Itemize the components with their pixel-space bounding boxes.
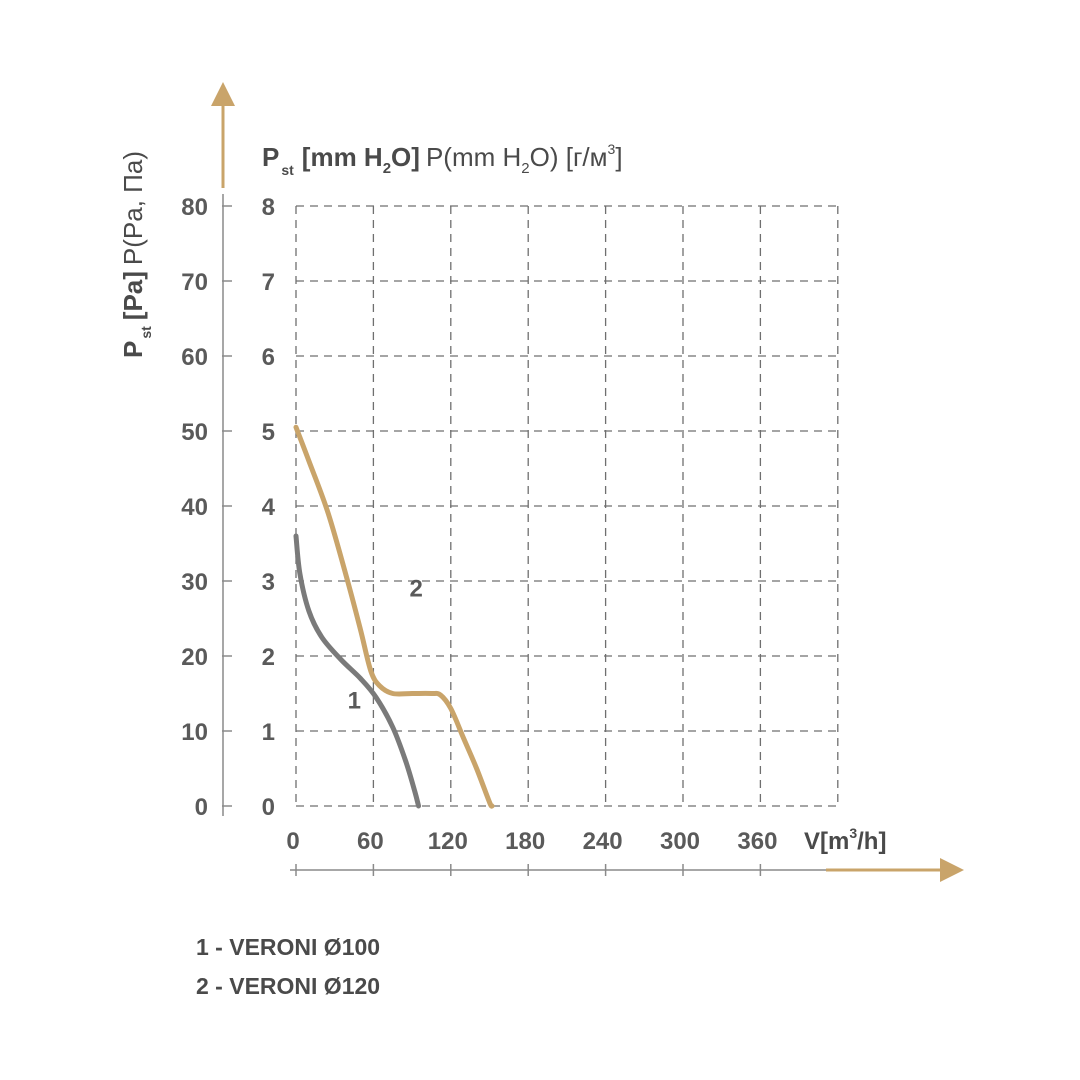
- y-pa-tick-label: 50: [181, 419, 208, 446]
- x-axis-title: V[m3/h]: [804, 825, 886, 855]
- legend: 1 - VERONI Ø100 2 - VERONI Ø120: [196, 928, 380, 1006]
- y-mm-tick-label: 7: [262, 269, 275, 296]
- y-pa-tick-label: 80: [181, 194, 208, 221]
- y-pa-tick-label: 30: [181, 569, 208, 596]
- x-tick-label: 240: [583, 828, 623, 855]
- series: 12: [293, 424, 495, 809]
- y-mm-tick-label: 6: [262, 344, 275, 371]
- y-pa-axis-title: Pst[Pa]P(Pa, Па): [118, 151, 154, 358]
- x-tick-label: 300: [660, 828, 700, 855]
- y-pa-tick-label: 0: [195, 794, 208, 821]
- y-mm-tick-label: 0: [262, 794, 275, 821]
- y-mm-tick-label: 1: [262, 719, 275, 746]
- series-label-1: 1: [348, 688, 361, 715]
- y-pa-tick-label: 10: [181, 719, 208, 746]
- y-mm-tick-label: 3: [262, 569, 275, 596]
- y-pa-tick-label: 70: [181, 269, 208, 296]
- y-pa-tick-label: 40: [181, 494, 208, 521]
- x-tick-label: 120: [428, 828, 468, 855]
- axes: [222, 194, 826, 876]
- x-tick-label: 180: [505, 828, 545, 855]
- y-pa-tick-label: 60: [181, 344, 208, 371]
- legend-item-1: 1 - VERONI Ø100: [196, 934, 381, 960]
- series-label-2: 2: [410, 576, 423, 603]
- legend-item-2: 2 - VERONI Ø120: [196, 973, 381, 999]
- y-pa-tick-label: 20: [181, 644, 208, 671]
- x-tick-label: 360: [737, 828, 777, 855]
- x-axis-arrow: [826, 858, 964, 882]
- grid: [295, 205, 839, 807]
- y-mm-tick-label: 5: [262, 419, 275, 446]
- y-mm-tick-label: 2: [262, 644, 275, 671]
- series-line-1: [293, 533, 422, 809]
- series-line-2: [293, 424, 495, 809]
- x-tick-label: 60: [357, 828, 384, 855]
- y-mm-tick-label: 4: [262, 494, 276, 521]
- y-mm-tick-label: 8: [262, 194, 275, 221]
- x-tick-label: 0: [286, 828, 299, 855]
- y-axis-arrow: [211, 82, 235, 188]
